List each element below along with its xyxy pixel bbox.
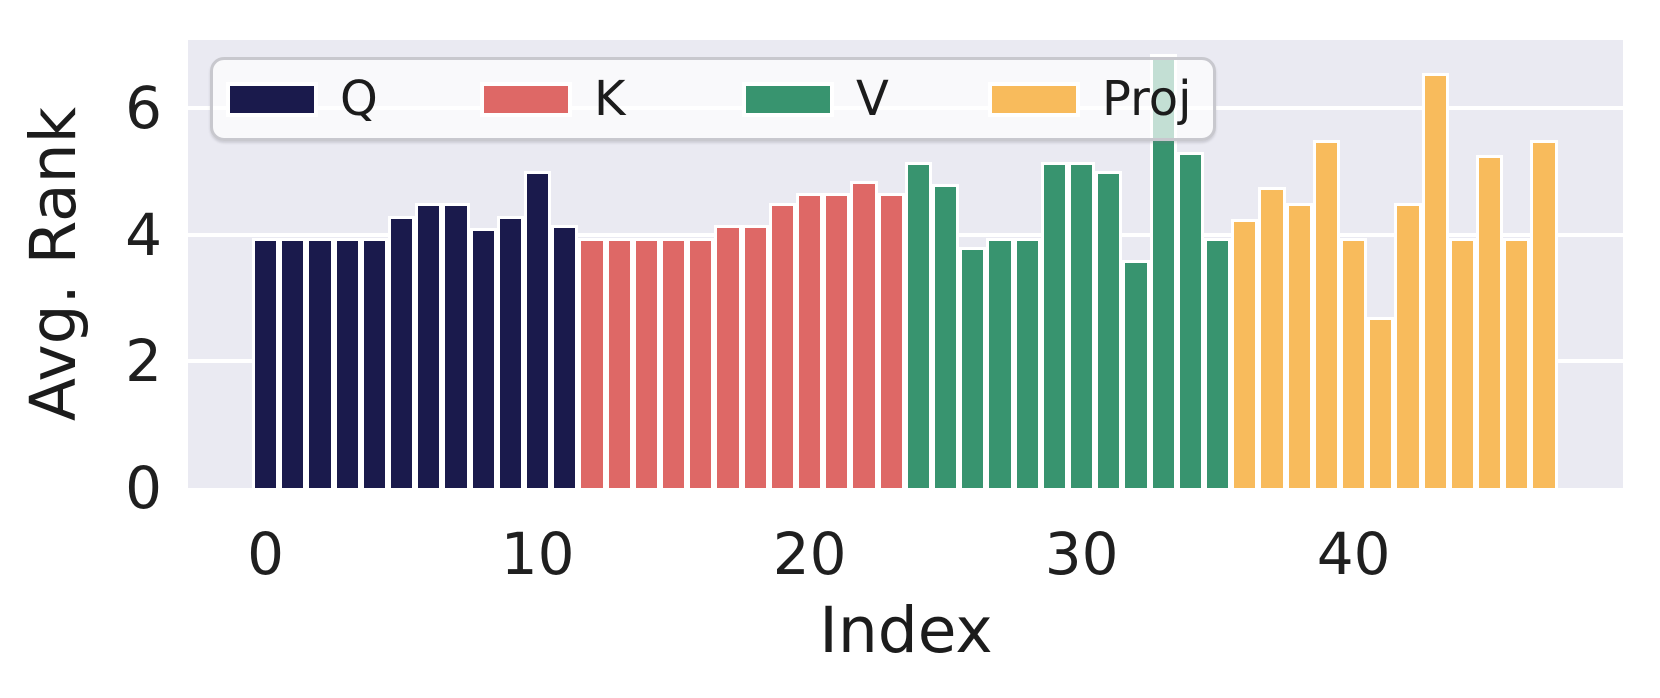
x-tick-20: 20 — [772, 520, 847, 588]
bar-proj-index-44 — [1448, 237, 1476, 488]
legend-label-q: Q — [340, 71, 378, 127]
legend-item-q: Q — [226, 60, 378, 138]
bar-k-index-23 — [877, 193, 905, 488]
bar-v-index-27 — [986, 237, 1014, 488]
bar-k-index-17 — [714, 225, 742, 488]
legend-swatch-proj — [988, 81, 1080, 117]
bar-k-index-21 — [823, 193, 851, 488]
bar-q-index-5 — [388, 215, 416, 488]
x-tick-10: 10 — [500, 520, 575, 588]
y-axis-label: Avg. Rank — [17, 106, 90, 422]
bar-proj-index-39 — [1312, 139, 1340, 488]
bar-v-index-30 — [1068, 161, 1096, 488]
bar-k-index-18 — [741, 225, 769, 488]
bar-q-index-1 — [279, 237, 307, 488]
bar-v-index-26 — [959, 247, 987, 488]
bar-proj-index-42 — [1394, 202, 1422, 488]
bar-q-index-0 — [252, 237, 280, 488]
bar-k-index-13 — [605, 237, 633, 488]
bar-proj-index-40 — [1340, 237, 1368, 488]
legend-item-proj: Proj — [988, 60, 1191, 138]
x-tick-0: 0 — [247, 520, 285, 588]
legend: Q K V Proj — [210, 57, 1216, 141]
legend-swatch-q — [226, 81, 318, 117]
bar-proj-index-45 — [1476, 155, 1504, 488]
y-tick-4: 4 — [125, 200, 162, 269]
bar-q-index-7 — [442, 202, 470, 488]
legend-label-k: K — [594, 71, 626, 127]
bar-proj-index-46 — [1503, 237, 1531, 488]
legend-swatch-v — [742, 81, 834, 117]
plot-area: Q K V Proj — [188, 40, 1623, 488]
bar-proj-index-38 — [1285, 202, 1313, 488]
bar-proj-index-47 — [1530, 139, 1558, 488]
y-tick-0: 0 — [125, 454, 162, 522]
legend-label-v: V — [856, 71, 889, 127]
legend-swatch-k — [480, 81, 572, 117]
bar-q-index-11 — [551, 225, 579, 488]
bar-k-index-20 — [796, 193, 824, 488]
bar-proj-index-43 — [1421, 72, 1449, 488]
y-tick-6: 6 — [125, 73, 162, 142]
bar-v-index-29 — [1040, 161, 1068, 488]
x-tick-40: 40 — [1316, 520, 1391, 588]
bar-q-index-10 — [524, 171, 552, 488]
legend-label-proj: Proj — [1102, 71, 1192, 127]
bar-v-index-35 — [1204, 237, 1232, 488]
bar-k-index-16 — [687, 237, 715, 488]
bar-k-index-14 — [632, 237, 660, 488]
bar-v-index-28 — [1013, 237, 1041, 488]
bar-v-index-34 — [1176, 152, 1204, 488]
legend-item-v: V — [742, 60, 889, 138]
bar-v-index-25 — [932, 183, 960, 488]
bar-proj-index-41 — [1367, 316, 1395, 488]
bar-v-index-32 — [1122, 259, 1150, 488]
bar-v-index-24 — [904, 161, 932, 488]
bar-q-index-8 — [469, 228, 497, 488]
bar-q-index-6 — [415, 202, 443, 488]
legend-item-k: K — [480, 60, 625, 138]
bar-k-index-19 — [768, 202, 796, 488]
bar-q-index-3 — [333, 237, 361, 488]
bar-q-index-2 — [306, 237, 334, 488]
bar-q-index-9 — [496, 215, 524, 488]
x-tick-30: 30 — [1044, 520, 1119, 588]
bar-proj-index-37 — [1258, 187, 1286, 488]
bar-v-index-31 — [1095, 171, 1123, 488]
bar-k-index-15 — [660, 237, 688, 488]
x-axis-label: Index — [819, 594, 993, 667]
bar-k-index-22 — [850, 180, 878, 488]
bar-k-index-12 — [578, 237, 606, 488]
y-tick-2: 2 — [125, 327, 162, 396]
bar-q-index-4 — [360, 237, 388, 488]
bar-proj-index-36 — [1231, 218, 1259, 488]
